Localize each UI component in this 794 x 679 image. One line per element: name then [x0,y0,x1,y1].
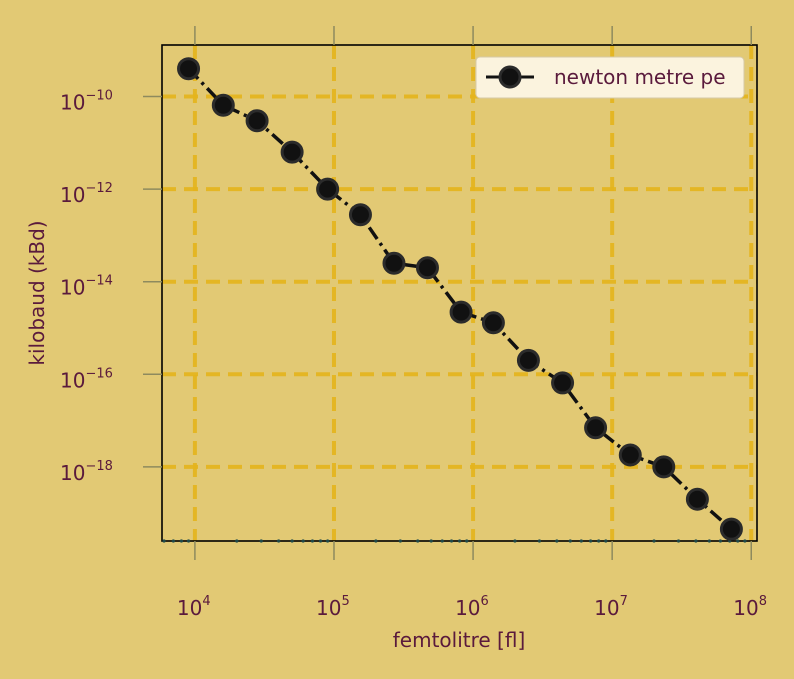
y-axis-label: kilobaud (kBd) [25,220,49,365]
y-tick-label: 10−18 [60,459,113,485]
data-point [551,371,575,395]
x-axis-label: femtolitre [fl] [393,628,526,652]
x-minor-tick [604,539,608,543]
x-minor-tick [162,539,166,543]
x-minor-tick [235,539,239,543]
y-tick-label: 10−10 [60,89,113,115]
data-point [211,93,235,117]
legend-box [475,56,745,99]
x-tick-label: 108 [733,594,767,620]
x-minor-tick [186,539,191,543]
series-line [187,67,733,531]
data-point [719,517,743,541]
x-minor-tick [537,539,542,543]
x-minor-tick [290,539,294,543]
y-axis-ticks: 10−10 10−12 10−14 10−16 10−18 [60,89,162,485]
x-minor-tick [429,539,433,543]
x-minor-tick [718,539,722,543]
x-axis-ticks: 104 105 106 107 108 [177,26,767,620]
x-minor-tick [676,539,681,543]
y-tick-label: 10−16 [60,366,113,392]
data-point [685,487,709,511]
data-point [652,455,676,479]
x-minor-tick [277,539,281,543]
x-minor-tick [597,539,601,543]
x-tick-label: 107 [594,594,628,620]
data-point [415,256,439,280]
x-minor-tick [589,539,593,543]
x-tick-label: 106 [455,594,489,620]
series-layer [177,57,743,541]
x-minor-tick [457,539,462,543]
x-minor-tick [318,539,323,543]
data-point [481,311,505,335]
x-minor-ticks [162,539,747,543]
x-minor-tick [440,539,444,543]
data-point [348,203,372,227]
x-minor-tick [707,539,711,543]
legend: newton metre pe [475,56,745,99]
data-point [618,443,642,467]
x-minor-tick [555,539,559,543]
x-minor-tick [416,539,420,543]
x-minor-tick [179,539,184,543]
x-minor-tick [743,539,747,543]
x-minor-tick [259,539,263,543]
x-minor-tick [465,539,469,543]
x-minor-tick [652,539,656,543]
data-point [280,140,304,164]
x-minor-tick [310,539,315,543]
x-tick-label: 105 [316,594,350,620]
data-point [177,57,201,81]
data-point [245,109,269,133]
x-minor-tick [171,539,175,543]
grid-lines [162,45,757,541]
data-point [584,416,608,440]
x-minor-tick [513,539,517,543]
data-point [516,348,540,372]
x-minor-tick [736,539,740,543]
data-point [382,251,406,275]
x-tick-label: 104 [177,594,211,620]
data-point [316,177,340,201]
x-minor-tick [301,539,305,543]
x-minor-tick [374,539,378,543]
data-point [449,300,473,324]
x-minor-tick [568,539,572,543]
y-tick-label: 10−12 [60,181,113,207]
legend-label: newton metre pe [554,65,726,89]
x-minor-tick [449,539,454,543]
y-tick-label: 10−14 [60,274,113,300]
legend-marker [498,65,522,89]
x-minor-tick [326,539,330,543]
x-minor-tick [579,539,583,543]
x-minor-tick [694,539,698,543]
x-minor-tick [398,539,402,543]
